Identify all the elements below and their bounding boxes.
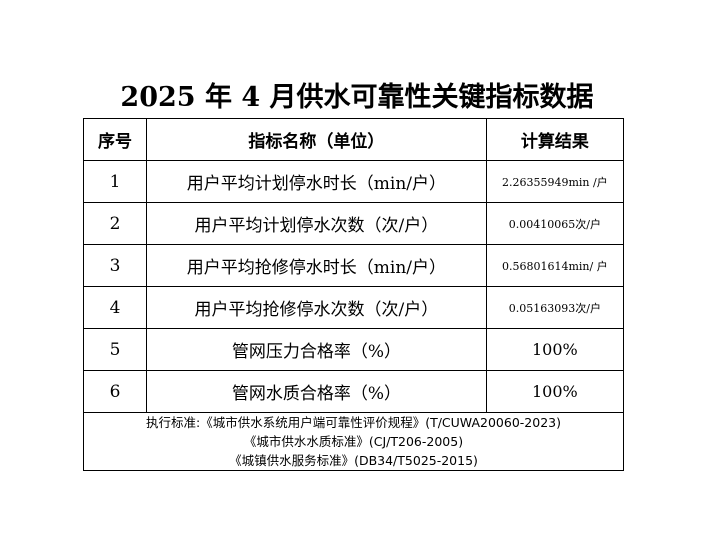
row-indicator-name: 用户平均计划停水次数（次/户）	[146, 202, 487, 245]
row-indicator-name: 用户平均抢修停水次数（次/户）	[146, 286, 487, 329]
page-title: 2025 年 4 月供水可靠性关键指标数据	[120, 82, 594, 113]
row-no: 2	[82, 202, 148, 245]
standard-line: 执行标准:《城市供水系统用户端可靠性评价规程》(T/CUWA20060-2023…	[145, 415, 561, 430]
row-no: 3	[82, 244, 148, 287]
row-no: 6	[82, 370, 148, 413]
standard-line: 《城镇供水服务标准》(DB34/T5025-2015)	[229, 453, 478, 468]
row-no: 1	[82, 160, 148, 203]
standard-line: 《城市供水水质标准》(CJ/T206-2005)	[243, 434, 464, 449]
row-result: 0.56801614min/ 户	[485, 244, 625, 287]
row-indicator-name: 用户平均计划停水时长（min/户）	[146, 160, 487, 203]
table-row: 6 管网水质合格率（%） 100%	[82, 370, 625, 413]
table-row: 3 用户平均抢修停水时长（min/户） 0.56801614min/ 户	[82, 244, 625, 287]
row-no: 4	[82, 286, 148, 329]
table-header-row: 序号 指标名称（单位） 计算结果	[82, 118, 625, 161]
indicator-table: 序号 指标名称（单位） 计算结果 1 用户平均计划停水时长（min/户） 2.2…	[82, 118, 625, 471]
row-no: 5	[82, 328, 148, 371]
row-result: 100%	[485, 328, 625, 371]
header-name: 指标名称（单位）	[146, 118, 487, 161]
row-indicator-name: 用户平均抢修停水时长（min/户）	[146, 244, 487, 287]
row-indicator-name: 管网水质合格率（%）	[146, 370, 487, 413]
table-row: 5 管网压力合格率（%） 100%	[82, 328, 625, 371]
row-result: 0.05163093次/户	[485, 286, 625, 329]
standards-note: 执行标准:《城市供水系统用户端可靠性评价规程》(T/CUWA20060-2023…	[83, 412, 624, 471]
row-indicator-name: 管网压力合格率（%）	[146, 328, 487, 371]
table-row: 1 用户平均计划停水时长（min/户） 2.26355949min /户	[82, 160, 625, 203]
row-result: 2.26355949min /户	[485, 160, 625, 203]
row-result: 100%	[485, 370, 625, 413]
table-row: 2 用户平均计划停水次数（次/户） 0.00410065次/户	[82, 202, 625, 245]
header-no: 序号	[82, 118, 148, 161]
table-footer-row: 执行标准:《城市供水系统用户端可靠性评价规程》(T/CUWA20060-2023…	[83, 412, 624, 471]
table-row: 4 用户平均抢修停水次数（次/户） 0.05163093次/户	[82, 286, 625, 329]
header-value: 计算结果	[485, 118, 625, 161]
row-result: 0.00410065次/户	[485, 202, 625, 245]
